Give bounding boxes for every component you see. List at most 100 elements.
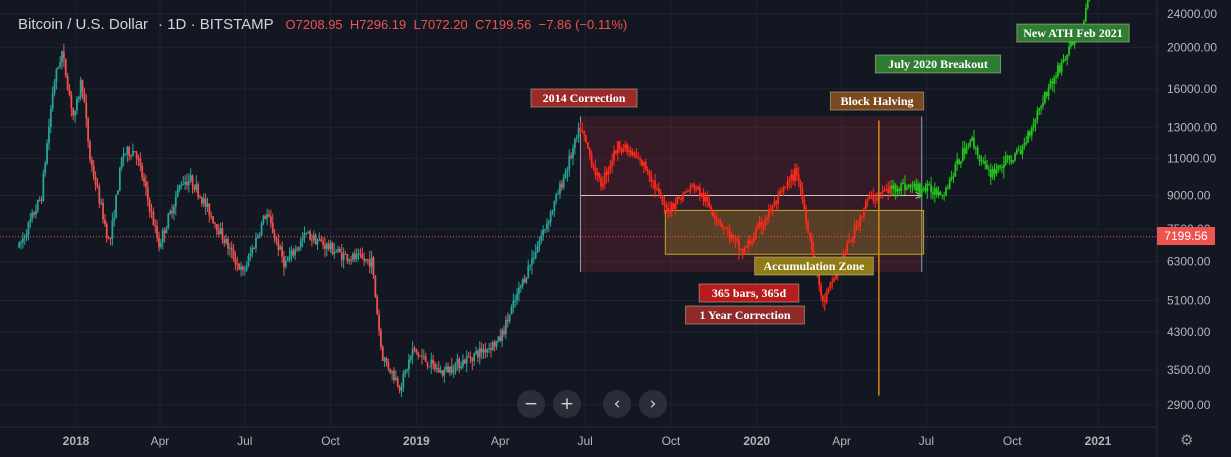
price-candle [396, 377, 399, 386]
price-candle [859, 217, 862, 227]
price-candle [939, 191, 942, 195]
price-candle [435, 368, 438, 370]
price-candle [531, 258, 533, 265]
price-candle [1066, 54, 1069, 60]
price-candle [393, 370, 395, 381]
price-candle [200, 197, 203, 204]
price-candle [973, 137, 975, 149]
x-tick-label: Jul [577, 434, 592, 448]
price-candle [432, 359, 435, 364]
close-value: C7199.56 [474, 17, 532, 32]
price-candle [503, 330, 505, 335]
price-candle [128, 147, 131, 156]
price-candle [44, 163, 47, 174]
price-candle [292, 250, 295, 256]
price-candle [499, 336, 502, 342]
price-candle [941, 194, 944, 197]
price-candle [1068, 46, 1070, 55]
price-candle [547, 221, 550, 224]
price-candle [307, 231, 310, 233]
price-candle [579, 127, 582, 131]
symbol-header[interactable]: Bitcoin / U.S. Dollar · 1D · BITSTAMP O72… [18, 16, 628, 33]
price-candle [322, 241, 325, 245]
price-candle [663, 204, 666, 206]
price-candle [726, 228, 729, 230]
price-candle [790, 174, 793, 180]
price-candle [872, 194, 875, 201]
price-candle [555, 194, 558, 202]
price-candle [769, 209, 772, 212]
price-candle [753, 237, 755, 242]
price-candle [829, 282, 832, 288]
price-candle [184, 181, 187, 185]
price-candle [1027, 131, 1029, 143]
price-candle [42, 173, 45, 201]
price-candle [704, 196, 707, 202]
price-candle [725, 227, 727, 229]
price-candle [1084, 8, 1087, 22]
price-candle [889, 185, 891, 193]
settings-gear-icon[interactable]: ⚙ [1180, 431, 1194, 449]
zoom-in-button[interactable]: + [553, 390, 581, 418]
price-candle [734, 236, 737, 239]
price-candle [462, 359, 464, 367]
price-candle [262, 216, 265, 224]
accumulation-zone [664, 209, 925, 255]
price-candle [48, 126, 50, 144]
price-candle [297, 247, 300, 250]
price-candle [333, 252, 336, 254]
price-candle [577, 127, 580, 138]
price-candle [553, 201, 556, 211]
price-candle [482, 349, 485, 353]
zoom-out-button[interactable]: − [517, 390, 545, 418]
price-candle [928, 184, 931, 186]
price-candle [145, 181, 147, 188]
price-candle [818, 271, 821, 286]
price-candle [193, 185, 196, 190]
price-candle [76, 99, 78, 111]
price-candle [419, 355, 421, 357]
price-candle [264, 216, 267, 219]
scroll-right-button[interactable]: › [639, 390, 667, 418]
price-candle [693, 184, 696, 189]
interval-label[interactable]: 1D [167, 16, 187, 33]
price-candle [894, 184, 897, 192]
price-candle [611, 160, 614, 166]
price-candle [820, 285, 822, 296]
price-candle [601, 183, 604, 187]
x-tick-label: Apr [151, 434, 170, 448]
price-candle [281, 246, 283, 257]
price-candle [385, 357, 388, 363]
price-candle [335, 251, 338, 253]
price-candle [868, 195, 871, 200]
price-candle [896, 188, 899, 192]
price-candle [652, 180, 655, 182]
price-candle [284, 261, 287, 267]
price-candle [311, 239, 313, 241]
price-candle [169, 210, 172, 215]
price-candle [409, 355, 412, 360]
price-candle [984, 160, 987, 165]
price-candle [615, 150, 617, 154]
price-candle [247, 255, 250, 266]
price-candle [585, 134, 587, 143]
price-candle [376, 296, 379, 315]
y-tick-label: 2900.00 [1167, 398, 1211, 412]
price-candle [600, 177, 602, 187]
price-candle [439, 370, 442, 373]
symbol-name[interactable]: Bitcoin / U.S. Dollar [18, 16, 149, 33]
price-candle [685, 191, 688, 193]
price-candle [417, 352, 420, 356]
price-candle [849, 240, 852, 242]
price-candle [918, 183, 921, 194]
price-candle [118, 168, 121, 191]
price-candle [544, 229, 546, 231]
price-candle [107, 237, 110, 239]
price-candle [559, 183, 561, 194]
price-candle [424, 356, 427, 362]
price-candle [40, 199, 43, 201]
price-candle [825, 292, 828, 303]
price-candle [986, 164, 988, 170]
scroll-left-button[interactable]: ‹ [603, 390, 631, 418]
